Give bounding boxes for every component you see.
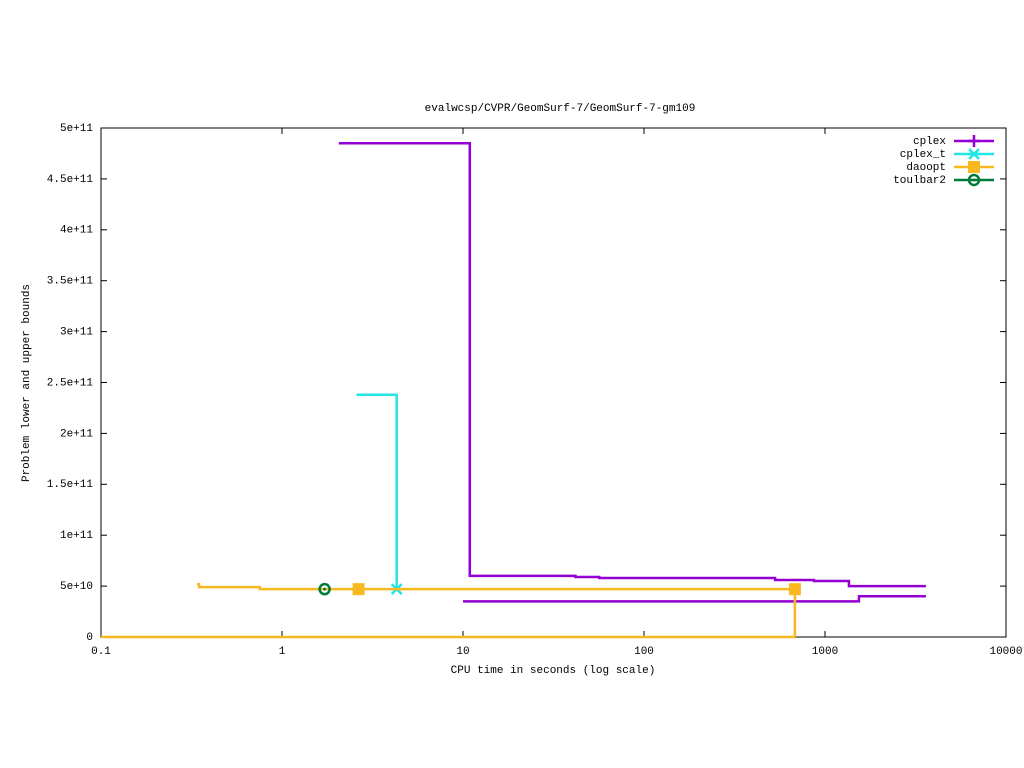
x-tick-label: 100	[634, 646, 654, 658]
legend-label: cplex	[913, 136, 946, 148]
legend-label: cplex_t	[900, 149, 946, 161]
y-tick-label: 4e+11	[60, 225, 93, 237]
x-tick-label: 10	[456, 646, 469, 658]
y-tick-label: 2e+11	[60, 428, 93, 440]
marker-square	[968, 161, 980, 173]
y-tick-label: 1e+11	[60, 530, 93, 542]
marker-star	[968, 148, 980, 160]
marker-part	[968, 161, 980, 173]
y-tick-label: 1.5e+11	[47, 479, 94, 491]
marker-part	[967, 173, 981, 187]
x-axis-label: CPU time in seconds (log scale)	[451, 665, 656, 677]
y-tick-label: 5e+10	[60, 581, 93, 593]
x-tick-label: 0.1	[91, 646, 111, 658]
y-axis-label: Problem lower and upper bounds	[21, 284, 33, 482]
marker-part	[323, 587, 327, 591]
series-line	[338, 142, 926, 603]
legend-label: toulbar2	[893, 175, 946, 187]
marker-part	[788, 583, 801, 596]
marker-part	[972, 178, 976, 182]
series-line	[356, 393, 398, 590]
y-tick-label: 3.5e+11	[47, 276, 94, 288]
y-tick-label: 2.5e+11	[47, 377, 94, 389]
x-tick-label: 1000	[812, 646, 838, 658]
y-tick-label: 5e+11	[60, 123, 93, 135]
marker-circle	[318, 582, 331, 596]
y-tick-label: 4.5e+11	[47, 174, 94, 186]
chart-title: evalwcsp/CVPR/GeomSurf-7/GeomSurf-7-gm10…	[425, 103, 696, 115]
marker-part	[352, 583, 365, 596]
y-tick-label: 0	[86, 632, 93, 644]
x-tick-label: 1	[279, 646, 286, 658]
x-tick-label: 10000	[989, 646, 1022, 658]
legend-label: daoopt	[906, 162, 946, 174]
marker-circle	[967, 173, 981, 187]
marker-plus	[968, 135, 980, 147]
marker-part	[318, 582, 331, 596]
marker-square	[788, 583, 801, 596]
y-tick-label: 3e+11	[60, 327, 93, 339]
marker-square	[352, 583, 365, 596]
